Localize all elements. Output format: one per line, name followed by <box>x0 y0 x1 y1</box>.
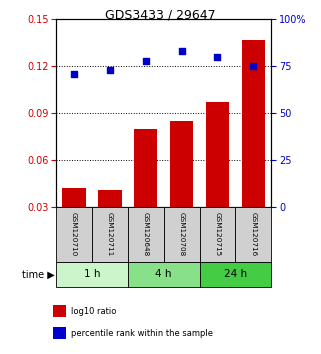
Point <box>215 54 220 60</box>
Point <box>179 48 184 54</box>
Bar <box>63 188 86 207</box>
Bar <box>98 190 122 207</box>
Text: percentile rank within the sample: percentile rank within the sample <box>72 329 213 338</box>
Text: GSM120716: GSM120716 <box>250 212 256 257</box>
Bar <box>235 207 271 262</box>
Point <box>143 58 148 64</box>
Point <box>72 71 77 77</box>
Bar <box>53 305 66 316</box>
Text: GSM120648: GSM120648 <box>143 212 149 257</box>
Bar <box>164 207 200 262</box>
Text: GSM120708: GSM120708 <box>178 212 185 257</box>
Bar <box>53 327 66 339</box>
Bar <box>128 207 164 262</box>
Text: GSM120715: GSM120715 <box>214 212 221 257</box>
Bar <box>128 262 200 287</box>
Point <box>107 67 112 73</box>
Bar <box>134 129 157 207</box>
Bar <box>56 207 92 262</box>
Bar <box>200 262 271 287</box>
Text: log10 ratio: log10 ratio <box>72 307 117 315</box>
Bar <box>56 262 128 287</box>
Point <box>251 63 256 69</box>
Text: GDS3433 / 29647: GDS3433 / 29647 <box>105 9 216 22</box>
Bar <box>200 207 235 262</box>
Bar <box>92 207 128 262</box>
Text: GSM120711: GSM120711 <box>107 212 113 257</box>
Text: GSM120710: GSM120710 <box>71 212 77 257</box>
Text: 24 h: 24 h <box>224 269 247 279</box>
Text: 4 h: 4 h <box>155 269 172 279</box>
Text: time ▶: time ▶ <box>22 269 55 279</box>
Bar <box>242 40 265 207</box>
Bar <box>206 102 229 207</box>
Bar <box>170 121 193 207</box>
Text: 1 h: 1 h <box>84 269 100 279</box>
